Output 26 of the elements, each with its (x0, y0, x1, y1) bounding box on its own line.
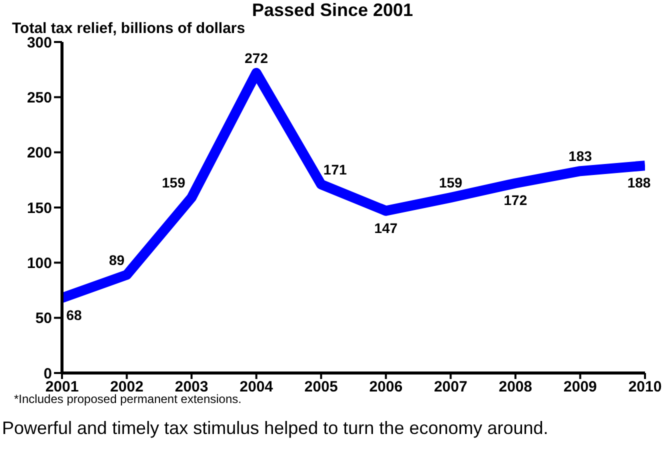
y-tick-label: 100 (26, 254, 52, 272)
data-label: 147 (374, 220, 398, 236)
x-tick-label: 2006 (369, 378, 403, 396)
text: Powerful and timely tax stimulus helped to turn the economy around. (2, 418, 548, 439)
data-label: 172 (504, 192, 528, 208)
data-label: 272 (244, 50, 268, 66)
x-tick-label: 2009 (564, 378, 597, 396)
data-label: 89 (108, 252, 125, 268)
data-label: 159 (438, 174, 463, 191)
data-label: 188 (627, 174, 651, 191)
y-axis-title: Total tax relief, billions of dollars (12, 20, 246, 37)
data-label: 171 (323, 161, 348, 178)
data-label: 159 (162, 174, 186, 191)
x-tick-label: 2010 (628, 378, 662, 396)
x-tick-label: 2004 (240, 378, 274, 396)
data-label: 68 (66, 306, 82, 323)
y-tick-label: 200 (26, 144, 52, 162)
data-label: 183 (568, 148, 592, 164)
y-tick-label: 150 (26, 200, 52, 217)
x-tick-label: 2008 (498, 378, 532, 396)
x-tick-label: 2007 (434, 378, 468, 396)
y-tick-label: 300 (26, 34, 52, 52)
y-tick-label: 250 (26, 89, 52, 106)
chart-title: Passed Since 2001 (250, 0, 414, 20)
y-tick-label: 50 (35, 310, 52, 328)
x-tick-label: 2005 (304, 378, 338, 396)
